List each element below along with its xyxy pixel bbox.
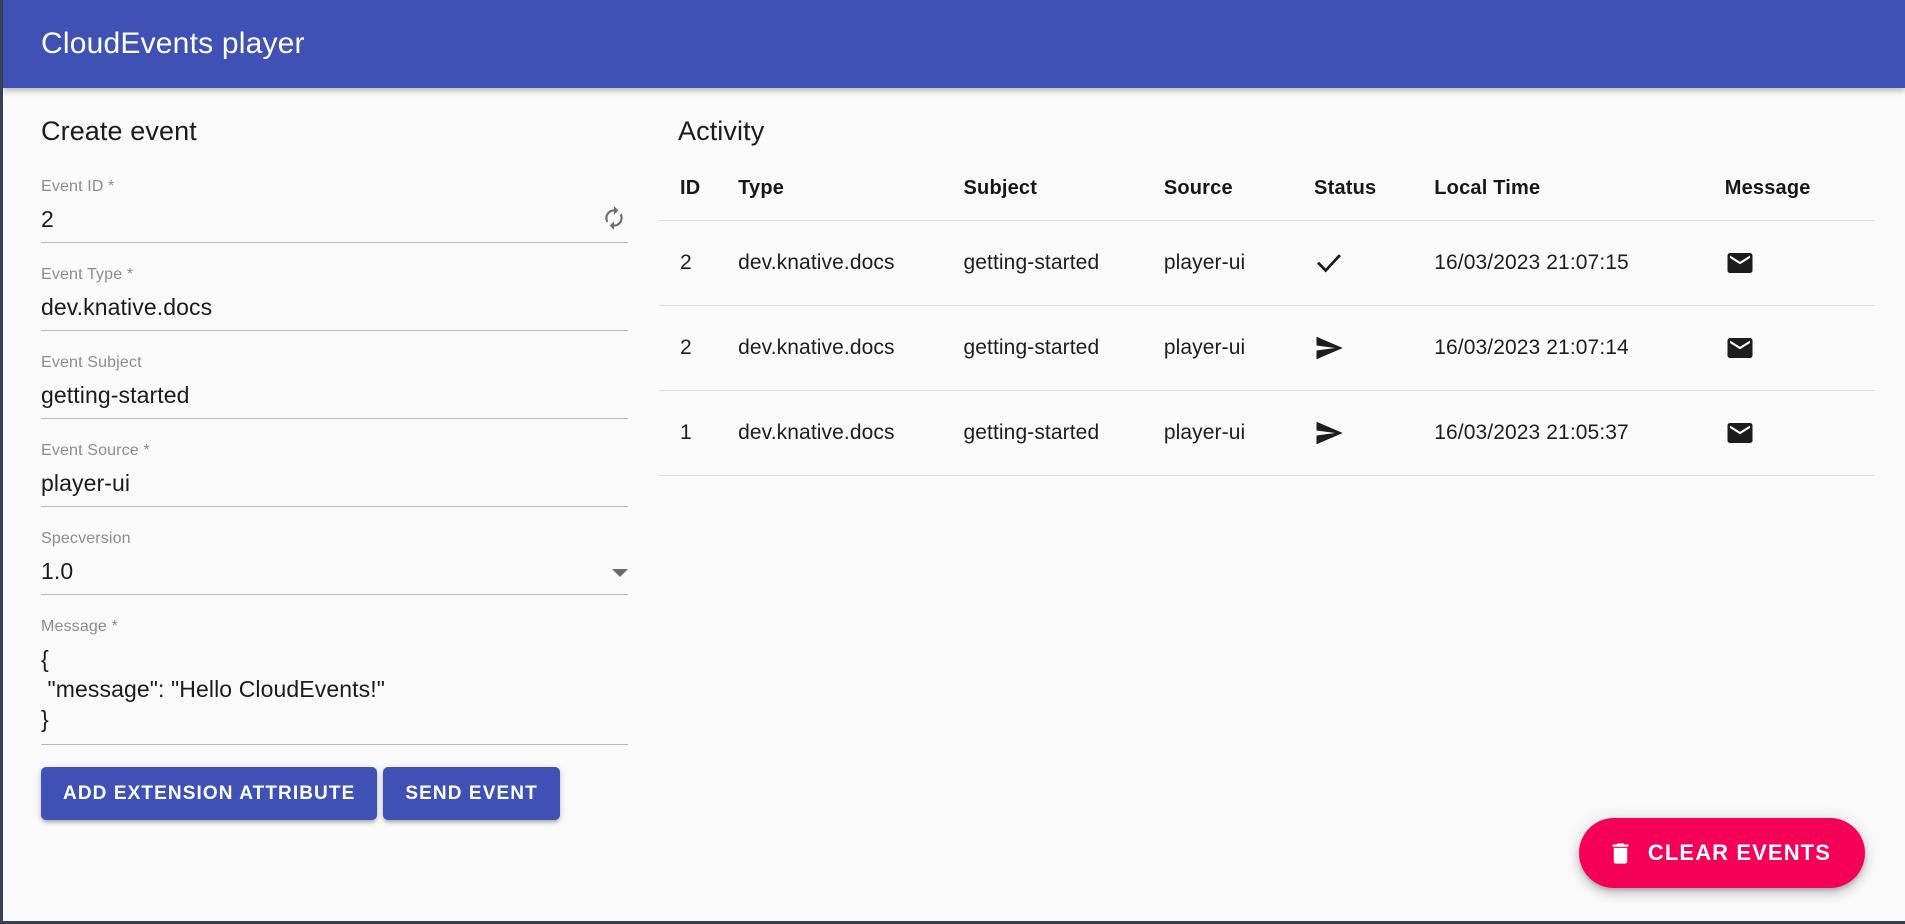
- check-icon: [1314, 248, 1434, 278]
- cell-type: dev.knative.docs: [738, 390, 964, 476]
- column-header-source: Source: [1163, 177, 1315, 221]
- cell-source: player-ui: [1163, 220, 1315, 306]
- cell-id: 1: [658, 390, 739, 476]
- app-toolbar: CloudEvents player: [3, 0, 1905, 88]
- event-type-label: Event Type *: [41, 266, 134, 283]
- cell-status: [1314, 305, 1435, 391]
- event-type-field[interactable]: Event Type * dev.knative.docs: [41, 265, 628, 331]
- cell-local-time: 16/03/2023 21:07:14: [1434, 305, 1725, 391]
- event-source-field[interactable]: Event Source * player-ui: [41, 441, 628, 507]
- specversion-field[interactable]: Specversion 1.0: [41, 529, 628, 595]
- column-header-status: Status: [1314, 177, 1435, 221]
- main-content: Create event Event ID * 2 Event Type *: [3, 88, 1905, 921]
- column-header-local-time: Local Time: [1434, 177, 1725, 221]
- activity-table-body: 2 dev.knative.docs getting-started playe…: [658, 220, 1875, 476]
- column-header-message: Message: [1724, 177, 1875, 221]
- activity-table-header-row: ID Type Subject Source Status Local Time…: [658, 177, 1875, 221]
- form-actions: ADD EXTENSION ATTRIBUTE SEND EVENT: [41, 767, 620, 820]
- create-event-panel: Create event Event ID * 2 Event Type *: [3, 88, 658, 820]
- activity-table-head: ID Type Subject Source Status Local Time…: [658, 177, 1875, 221]
- trash-icon: [1607, 840, 1634, 867]
- table-row[interactable]: 2 dev.knative.docs getting-started playe…: [658, 220, 1875, 306]
- event-type-input[interactable]: dev.knative.docs: [41, 294, 213, 320]
- send-icon: [1314, 418, 1434, 448]
- event-id-input[interactable]: 2: [41, 206, 54, 232]
- create-event-title: Create event: [41, 116, 197, 146]
- column-header-id: ID: [658, 177, 739, 221]
- event-source-label: Event Source *: [41, 442, 150, 459]
- activity-panel: Activity ID Type Subject Source Status L…: [658, 88, 1905, 921]
- event-subject-label: Event Subject: [41, 354, 142, 371]
- cell-subject: getting-started: [963, 305, 1164, 391]
- activity-table: ID Type Subject Source Status Local Time…: [658, 177, 1875, 476]
- specversion-label: Specversion: [41, 530, 131, 547]
- refresh-icon[interactable]: [600, 204, 628, 232]
- send-event-button[interactable]: SEND EVENT: [383, 767, 560, 820]
- table-row[interactable]: 1 dev.knative.docs getting-started playe…: [658, 390, 1875, 476]
- email-icon[interactable]: [1725, 248, 1875, 278]
- table-row[interactable]: 2 dev.knative.docs getting-started playe…: [658, 305, 1875, 391]
- cell-source: player-ui: [1163, 305, 1315, 391]
- cell-id: 2: [658, 220, 739, 306]
- message-textarea[interactable]: { "message": "Hello CloudEvents!" }: [41, 646, 385, 732]
- message-label: Message *: [41, 618, 118, 635]
- email-icon[interactable]: [1725, 333, 1875, 363]
- cell-source: player-ui: [1163, 390, 1315, 476]
- cell-status: [1314, 220, 1435, 306]
- cell-type: dev.knative.docs: [738, 220, 964, 306]
- cell-status: [1314, 390, 1435, 476]
- cell-message[interactable]: [1724, 305, 1875, 391]
- app-title: CloudEvents player: [41, 27, 305, 60]
- event-subject-input[interactable]: getting-started: [41, 382, 190, 408]
- cell-id: 2: [658, 305, 739, 391]
- cell-local-time: 16/03/2023 21:07:15: [1434, 220, 1725, 306]
- email-icon[interactable]: [1725, 418, 1875, 448]
- send-icon: [1314, 333, 1434, 363]
- chevron-down-icon[interactable]: [612, 569, 628, 577]
- cell-local-time: 16/03/2023 21:05:37: [1434, 390, 1725, 476]
- cell-subject: getting-started: [963, 220, 1164, 306]
- cell-subject: getting-started: [963, 390, 1164, 476]
- event-source-input[interactable]: player-ui: [41, 470, 131, 496]
- message-field[interactable]: Message * { "message": "Hello CloudEvent…: [41, 617, 628, 745]
- activity-title: Activity: [678, 116, 765, 146]
- clear-events-button[interactable]: CLEAR EVENTS: [1578, 818, 1865, 888]
- column-header-type: Type: [738, 177, 964, 221]
- event-subject-field[interactable]: Event Subject getting-started: [41, 353, 628, 419]
- specversion-select-value[interactable]: 1.0: [41, 558, 74, 584]
- event-id-label: Event ID *: [41, 178, 115, 195]
- event-id-field[interactable]: Event ID * 2: [41, 177, 628, 243]
- cell-type: dev.knative.docs: [738, 305, 964, 391]
- clear-events-label: CLEAR EVENTS: [1647, 840, 1831, 865]
- column-header-subject: Subject: [963, 177, 1164, 221]
- cell-message[interactable]: [1724, 390, 1875, 476]
- add-extension-attribute-button[interactable]: ADD EXTENSION ATTRIBUTE: [41, 767, 378, 820]
- cell-message[interactable]: [1724, 220, 1875, 306]
